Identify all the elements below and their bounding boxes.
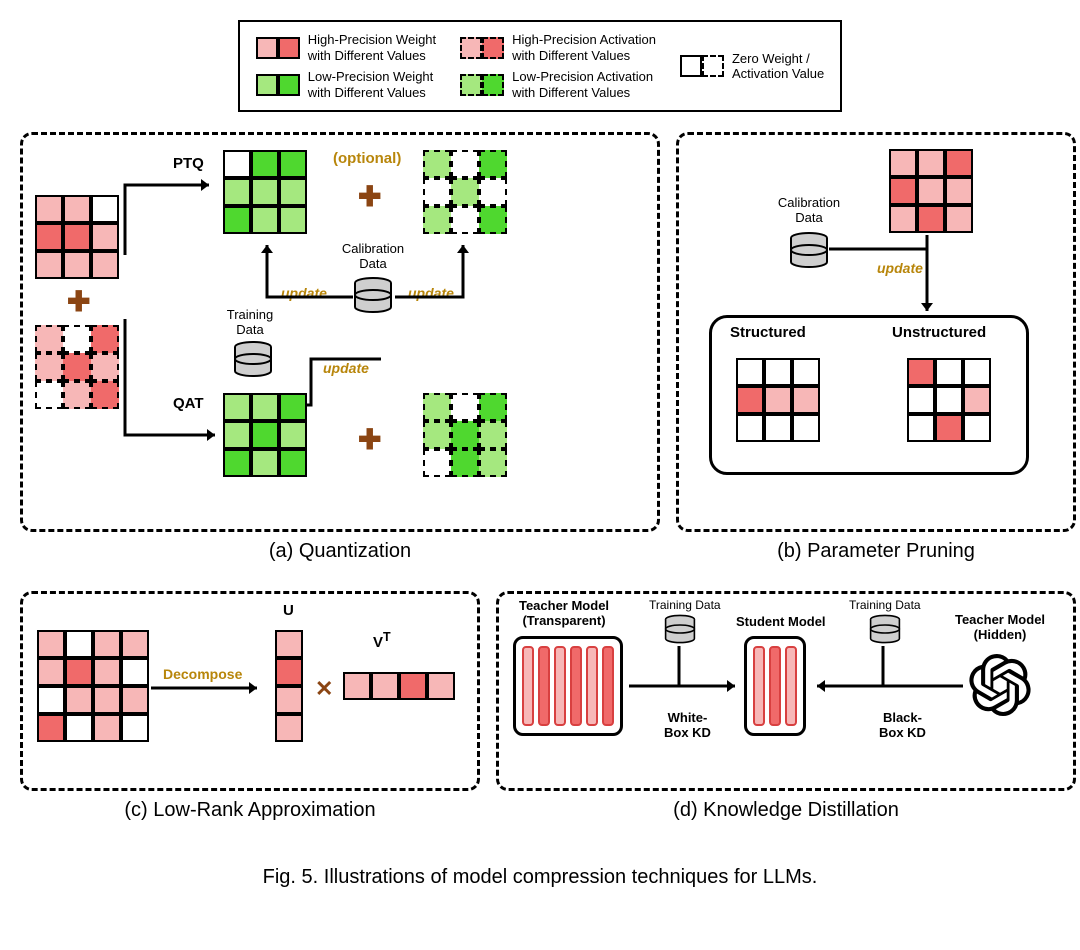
panel-distillation: Teacher Model(Transparent) Training Data… — [496, 591, 1076, 791]
train-data-label: Training Data — [649, 598, 721, 612]
optional-label: (optional) — [333, 150, 401, 167]
legend-col-2: High-Precision Activationwith Different … — [460, 32, 656, 100]
panel-pruning: CalibrationData update Structured Unstru… — [676, 132, 1076, 532]
student-label: Student Model — [736, 614, 826, 629]
legend-item: Low-Precision Weightwith Different Value… — [256, 69, 436, 100]
grid-input-4x4 — [37, 630, 149, 742]
grid-qat-activation — [423, 393, 507, 477]
legend-label: Zero Weight /Activation Value — [732, 51, 824, 82]
arrow-icon — [827, 231, 947, 321]
database-icon — [789, 232, 829, 268]
legend: High-Precision Weightwith Different Valu… — [238, 20, 842, 112]
database-icon — [869, 614, 901, 644]
times-icon: ✕ — [315, 676, 333, 702]
teacher-transparent-label: Teacher Model(Transparent) — [509, 598, 619, 628]
train-data-label: Training Data — [849, 598, 921, 612]
openai-logo-icon — [969, 654, 1031, 716]
legend-item: Low-Precision Activationwith Different V… — [460, 69, 656, 100]
grid-ptq-weight — [223, 150, 307, 234]
panel-lowrank: Decompose U ✕ VT — [20, 591, 480, 791]
grid-input — [889, 149, 973, 233]
figure-caption: Fig. 5. Illustrations of model compressi… — [20, 866, 1060, 889]
panel-quantization: ✚ PTQ (optional) ✚ CalibrationData updat… — [20, 132, 660, 532]
grid-ptq-activation — [423, 150, 507, 234]
row-1: ✚ PTQ (optional) ✚ CalibrationData updat… — [20, 132, 1060, 579]
u-label: U — [283, 602, 294, 619]
arrow-icon — [119, 315, 225, 455]
calib-data-label: CalibrationData — [769, 195, 849, 225]
panel-caption: (a) Quantization — [20, 540, 660, 563]
teacher-model-box — [513, 636, 623, 736]
legend-label: Low-Precision Activationwith Different V… — [512, 69, 653, 100]
row-2: Decompose U ✕ VT (c) Low-Rank Approximat… — [20, 591, 1060, 838]
plus-icon: ✚ — [358, 423, 381, 456]
train-data-label: TrainingData — [220, 307, 280, 337]
arrow-icon — [261, 235, 361, 305]
arrow-icon — [119, 165, 219, 265]
legend-label: High-Precision Weightwith Different Valu… — [308, 32, 436, 63]
legend-item: High-Precision Activationwith Different … — [460, 32, 656, 63]
whitebox-label: White-Box KD — [664, 710, 711, 740]
panel-caption: (c) Low-Rank Approximation — [20, 799, 480, 822]
plus-icon: ✚ — [67, 285, 90, 318]
pruning-results-box: Structured Unstructured — [709, 315, 1029, 475]
arrow-icon — [807, 642, 967, 702]
grid-input-activation — [35, 325, 119, 409]
vector-vt — [343, 672, 455, 700]
legend-col-1: High-Precision Weightwith Different Valu… — [256, 32, 436, 100]
teacher-hidden-label: Teacher Model(Hidden) — [945, 612, 1055, 642]
legend-col-3: Zero Weight /Activation Value — [680, 51, 824, 82]
arrow-icon — [393, 235, 493, 305]
vt-label: VT — [373, 630, 391, 651]
database-icon — [233, 341, 273, 377]
legend-label: Low-Precision Weightwith Different Value… — [308, 69, 433, 100]
grid-structured — [736, 358, 820, 442]
arrow-icon — [627, 642, 747, 702]
grid-input-weight — [35, 195, 119, 279]
unstructured-label: Unstructured — [892, 324, 986, 341]
structured-label: Structured — [730, 324, 806, 341]
database-icon — [664, 614, 696, 644]
panel-caption: (d) Knowledge Distillation — [496, 799, 1076, 822]
student-model-box — [744, 636, 806, 736]
vector-u — [275, 630, 303, 742]
plus-icon: ✚ — [358, 180, 381, 213]
grid-unstructured — [907, 358, 991, 442]
arrow-icon — [149, 680, 269, 700]
legend-item: High-Precision Weightwith Different Valu… — [256, 32, 436, 63]
legend-item: Zero Weight /Activation Value — [680, 51, 824, 82]
grid-qat-weight — [223, 393, 307, 477]
panel-caption: (b) Parameter Pruning — [676, 540, 1076, 563]
legend-label: High-Precision Activationwith Different … — [512, 32, 656, 63]
blackbox-label: Black-Box KD — [879, 710, 926, 740]
